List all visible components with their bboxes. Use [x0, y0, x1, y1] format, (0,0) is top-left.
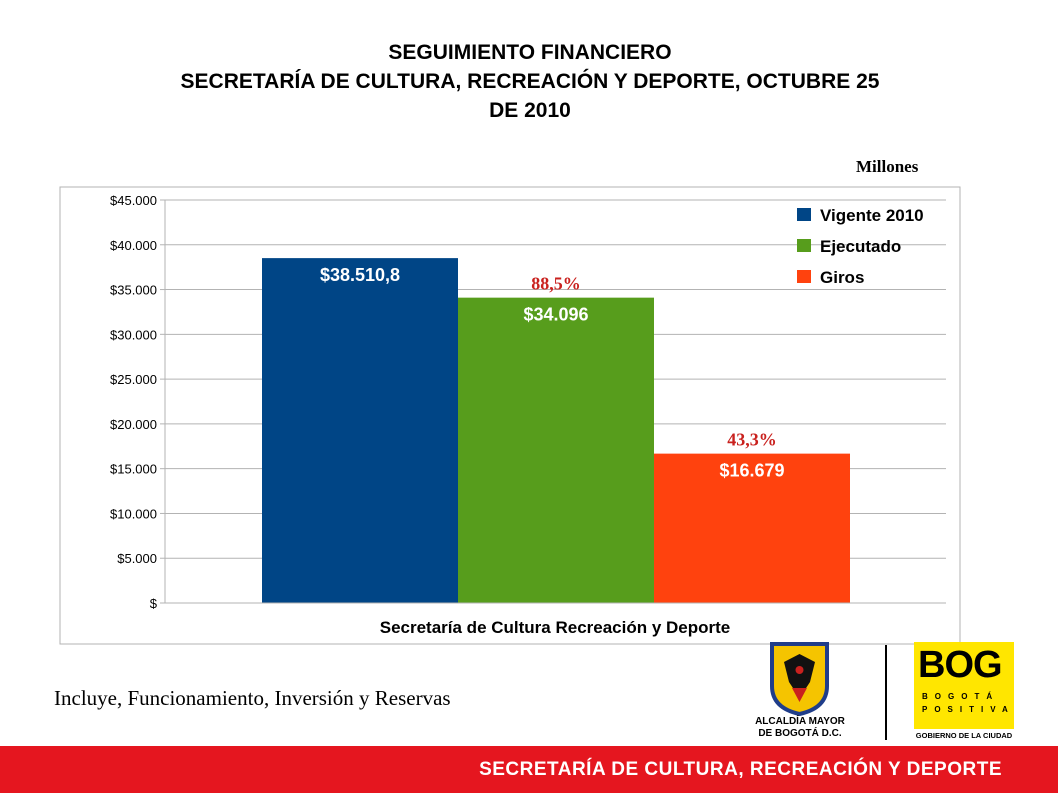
alcaldia-line-1: ALCALDÍA MAYOR: [755, 716, 845, 727]
y-tick-label: $: [150, 596, 158, 611]
bar-labels: $38.510,8 $34.096 $16.679: [320, 265, 785, 481]
data-label: $16.679: [719, 461, 784, 481]
y-tick-label: $5.000: [117, 551, 157, 566]
bog-logo-caption: GOBIERNO DE LA CIUDAD: [915, 731, 1013, 740]
bars: [262, 258, 850, 603]
alcaldia-line-2: DE BOGOTÁ D.C.: [758, 728, 842, 739]
footnote: Incluye, Funcionamiento, Inversión y Res…: [54, 686, 451, 710]
legend-swatch: [797, 239, 811, 252]
y-tick-label: $10.000: [110, 506, 157, 521]
bog-logo-line-1: BOGOTÁ: [922, 692, 1000, 701]
annotations: 88,5% 43,3%: [531, 274, 777, 450]
unit-label: Millones: [856, 157, 919, 176]
title-line-2: SECRETARÍA DE CULTURA, RECREACIÓN Y DEPO…: [180, 70, 880, 93]
footer-bar: SECRETARÍA DE CULTURA, RECREACIÓN Y DEPO…: [0, 746, 1058, 793]
x-axis-label: Secretaría de Cultura Recreación y Depor…: [380, 618, 731, 637]
percent-annotation: 43,3%: [727, 430, 777, 450]
y-axis-ticks: $ $5.000 $10.000 $15.000 $20.000 $25.000 $30.0…: [110, 193, 165, 611]
legend: Vigente 2010 Ejecutado Giros: [797, 206, 924, 287]
data-label: $34.096: [523, 305, 588, 325]
logo-divider: [885, 645, 887, 740]
bar: [654, 453, 850, 603]
y-tick-label: $40.000: [110, 238, 157, 253]
legend-entry: Ejecutado: [820, 237, 901, 256]
page-title: SEGUIMIENTO FINANCIERO SECRETARÍA DE CUL…: [60, 38, 1000, 125]
data-label: $38.510,8: [320, 265, 400, 285]
legend-swatch: [797, 270, 811, 283]
footer-text: SECRETARÍA DE CULTURA, RECREACIÓN Y DEPO…: [479, 759, 1002, 780]
alcaldia-caption: ALCALDÍA MAYOR DE BOGOTÁ D.C.: [735, 716, 865, 740]
bar: [458, 297, 654, 603]
y-tick-label: $30.000: [110, 327, 157, 342]
percent-annotation: 88,5%: [531, 274, 581, 294]
bar-chart: $ $5.000 $10.000 $15.000 $20.000 $25.000 $30.0…: [59, 186, 961, 645]
bog-logo-big: BOG: [918, 644, 1003, 686]
bog-logo: BOG BOGOTÁ POSITIVA: [914, 642, 1014, 729]
alcaldia-shield-logo: [770, 642, 829, 717]
y-tick-label: $35.000: [110, 283, 157, 298]
y-tick-label: $45.000: [110, 193, 157, 208]
y-tick-label: $20.000: [110, 417, 157, 432]
legend-entry: Giros: [820, 268, 864, 287]
bog-logo-line-2: POSITIVA: [922, 705, 1015, 714]
y-tick-label: $15.000: [110, 462, 157, 477]
legend-entry: Vigente 2010: [820, 206, 924, 225]
bar: [262, 258, 458, 603]
title-line-1: SEGUIMIENTO FINANCIERO: [388, 41, 672, 64]
title-line-3: DE 2010: [489, 99, 571, 122]
legend-swatch: [797, 208, 811, 221]
y-tick-label: $25.000: [110, 372, 157, 387]
